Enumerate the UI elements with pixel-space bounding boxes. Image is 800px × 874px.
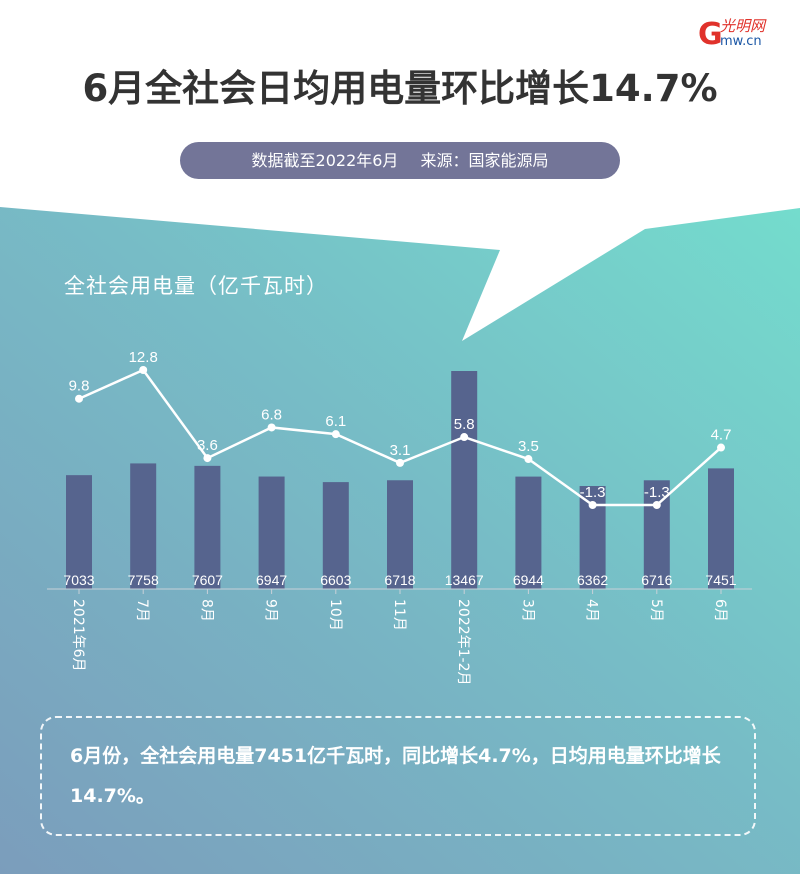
svg-text:G: G [698,17,723,48]
bar-value-label: 6362 [577,572,608,588]
x-axis-label: 7月 [134,599,150,622]
bar [322,482,349,589]
source-badge: 数据截至2022年6月 来源：国家能源局 [180,142,620,179]
line-point [203,454,212,463]
bar-value-labels: 7033 7758 7607 6947 6603 6718 13467 6944 6362 671… [63,572,736,588]
bar [451,371,478,589]
line-value-label: -1.3 [580,484,606,501]
bar-value-label: 7758 [128,572,159,588]
source-label: 来源：国家能源局 [420,151,549,170]
line-value-label: 6.8 [261,406,282,423]
line-point [460,433,469,442]
x-axis-label: 9月 [263,599,279,622]
line-point [331,430,340,439]
line-point [75,394,83,403]
line-value-labels: 9.8 12.8 3.6 6.8 6.1 3.1 5.8 3.5 -1.3 -1.3 4.7 [69,349,732,501]
bar-series [66,371,734,589]
line-point [652,501,661,509]
line-point [717,443,725,452]
line-point [267,423,276,432]
bar [66,475,92,589]
x-axis-labels: 2021年6月 7月 8月 9月 10月 11月 2022年1-2月 3月 4月 5月 6月 [70,599,728,686]
bar-value-label: 6947 [256,572,287,588]
svg-text:光明网: 光明网 [720,17,767,35]
bar [258,476,285,589]
x-axis-label: 10月 [327,599,343,631]
x-axis-ticks [78,589,722,594]
line-value-label: 12.8 [129,349,158,366]
bar-value-label: 6944 [513,572,544,588]
line-points [75,366,725,509]
x-axis-label: 5月 [648,599,664,622]
line-value-label: -1.3 [644,484,670,501]
x-axis-label: 11月 [391,599,407,631]
x-axis-label: 3月 [519,599,535,622]
bar [130,463,157,589]
line-value-label: 3.1 [390,442,411,459]
bar [515,476,542,589]
source-date: 数据截至2022年6月 [251,151,399,170]
line-point [396,458,404,467]
bar [194,465,221,589]
page-title: 6月全社会日均用电量环比增长14.7% [82,67,718,110]
line-point [524,455,533,464]
bar-value-label: 6716 [641,572,672,588]
bar-value-label: 6718 [384,572,415,588]
x-axis-label: 4月 [584,599,600,622]
bar-value-label: 6603 [320,572,351,588]
line-value-label: 3.6 [197,437,218,454]
gmw-logo[interactable]: G 光明网 mw.cn [698,14,790,48]
line-value-label: 3.5 [518,438,539,455]
x-axis-label: 6月 [712,599,728,622]
x-axis-label: 2022年1-2月 [455,599,471,686]
line-value-label: 6.1 [325,413,346,430]
bar [387,480,413,589]
bar-value-label: 7607 [192,572,223,588]
bar-value-label: 13467 [445,572,484,588]
summary-text: 6月份，全社会用电量7451亿千瓦时，同比增长4.7%，日均用电量环比增长14.… [70,745,721,807]
bar-value-label: 7033 [63,572,94,588]
svg-text:mw.cn: mw.cn [720,34,762,48]
bar-value-label: 7451 [705,572,736,588]
x-axis-label: 8月 [198,599,214,622]
line-value-label: 9.8 [69,378,90,395]
summary-box: 6月份，全社会用电量7451亿千瓦时，同比增长4.7%，日均用电量环比增长14.… [40,716,756,836]
bar [708,468,734,589]
line-point [139,366,148,374]
line-value-label: 4.7 [711,427,732,444]
chart-title: 全社会用电量（亿千瓦时） [64,274,328,298]
line-value-label: 5.8 [454,416,475,433]
x-axis-label: 2021年6月 [70,599,86,672]
line-point [588,501,597,509]
